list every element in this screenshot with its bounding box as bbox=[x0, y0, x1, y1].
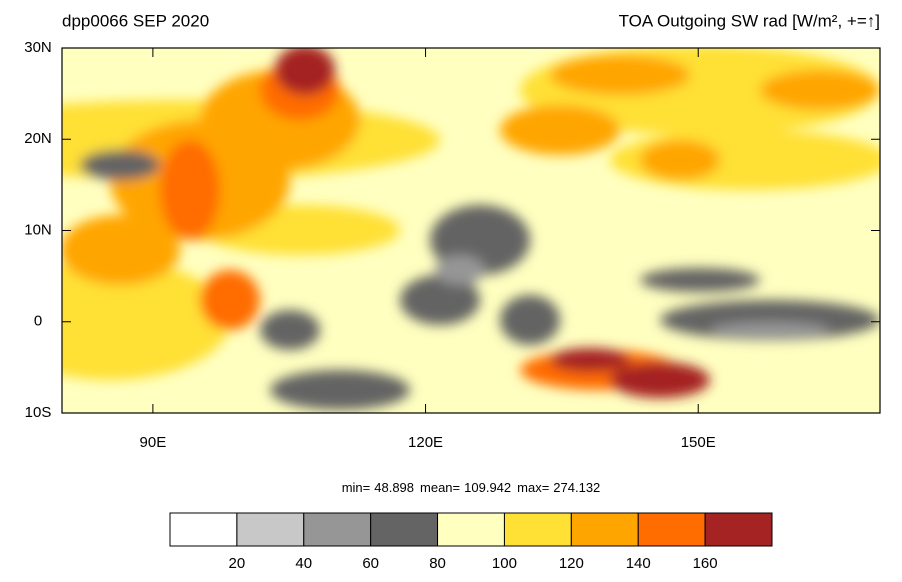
axes: 90E 120E 150E 30N 20N 10N 0 10S bbox=[24, 39, 880, 451]
colorbar-label: 160 bbox=[693, 555, 718, 572]
field-blob bbox=[260, 310, 320, 350]
field-blob bbox=[640, 268, 760, 292]
field-blob bbox=[62, 215, 180, 285]
stat-value: 274.132 bbox=[553, 480, 600, 495]
field-blob bbox=[550, 348, 630, 372]
colorbar-box bbox=[637, 512, 706, 547]
y-tick-label: 10N bbox=[24, 221, 52, 238]
y-tick-label: 30N bbox=[24, 39, 52, 56]
field-blob bbox=[710, 322, 830, 338]
field-blob bbox=[550, 55, 690, 95]
y-tick-label: 0 bbox=[34, 313, 42, 330]
colorbar-label: 100 bbox=[492, 555, 517, 572]
field-blob bbox=[80, 150, 160, 180]
colorbar-label: 20 bbox=[229, 555, 246, 572]
x-tick-label: 150E bbox=[681, 434, 716, 451]
x-tick-label: 120E bbox=[408, 434, 443, 451]
colorbar-box bbox=[437, 512, 505, 547]
colorbar-box bbox=[570, 512, 639, 547]
field-blob bbox=[500, 295, 560, 345]
colorbar-label: 40 bbox=[295, 555, 312, 572]
field-blob bbox=[640, 140, 720, 180]
field-blob bbox=[62, 260, 230, 380]
stat-value: 109.942 bbox=[464, 480, 511, 495]
field bbox=[62, 48, 880, 413]
title-left: dpp0066 SEP 2020 bbox=[62, 11, 209, 30]
colorbar-label: 60 bbox=[362, 555, 379, 572]
colorbar-box bbox=[236, 512, 305, 547]
field-blob bbox=[200, 270, 260, 330]
colorbar-box bbox=[704, 512, 773, 547]
colorbar-label: 120 bbox=[559, 555, 584, 572]
x-tick-label: 90E bbox=[140, 434, 167, 451]
y-tick-label: 10S bbox=[25, 404, 52, 421]
field-blob bbox=[160, 140, 220, 240]
colorbar-box bbox=[503, 512, 572, 547]
field-blobs bbox=[62, 48, 880, 410]
y-tick-label: 20N bbox=[24, 130, 52, 147]
colorbar-box bbox=[169, 512, 238, 547]
field-blob bbox=[270, 370, 410, 410]
colorbar: 20 40 60 80 100 120 140 160 bbox=[169, 512, 773, 572]
field-blob bbox=[435, 255, 485, 285]
field-blob bbox=[760, 70, 880, 110]
colorbar-label: 80 bbox=[429, 555, 446, 572]
colorbar-label: 140 bbox=[626, 555, 651, 572]
stat-value: 48.898 bbox=[374, 480, 414, 495]
field-blob bbox=[400, 275, 480, 325]
title-right: TOA Outgoing SW rad [W/m², +=↑] bbox=[619, 11, 880, 30]
stat-label: max= bbox=[517, 480, 549, 495]
stats: min= 48.898 mean= 109.942 max= 274.132 bbox=[342, 480, 601, 495]
field-blob bbox=[500, 105, 620, 155]
colorbar-box bbox=[303, 512, 372, 547]
stat-label: mean= bbox=[420, 480, 460, 495]
field-blob bbox=[610, 362, 710, 398]
field-blob bbox=[275, 48, 335, 95]
colorbar-box bbox=[370, 512, 439, 547]
stat-label: min= bbox=[342, 480, 371, 495]
